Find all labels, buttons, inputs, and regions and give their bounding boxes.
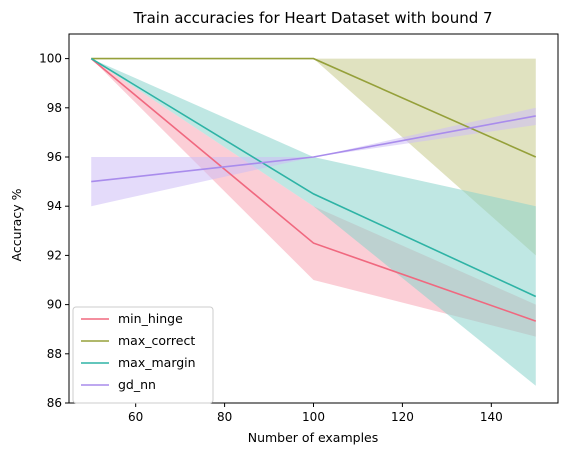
y-axis-label: Accuracy %	[9, 188, 24, 261]
chart-title: Train accuracies for Heart Dataset with …	[132, 9, 492, 27]
x-axis-ticks: 60 80 100 120 140	[128, 403, 503, 424]
x-tick-label: 140	[480, 410, 503, 424]
line-min_hinge	[90, 57, 537, 322]
legend-label-max_margin: max_margin	[118, 355, 196, 370]
y-tick-label: 88	[47, 347, 62, 361]
series-lines	[90, 57, 537, 322]
y-tick-label: 86	[47, 396, 62, 410]
y-tick-label: 90	[47, 298, 62, 312]
y-tick-label: 96	[47, 150, 62, 164]
x-tick-label: 60	[128, 410, 143, 424]
y-tick-label: 100	[39, 52, 62, 66]
legend-label-max_correct: max_correct	[118, 333, 195, 348]
legend: min_hinge max_correct max_margin gd_nn	[72, 306, 214, 404]
x-tick-label: 80	[217, 410, 232, 424]
x-tick-label: 100	[302, 410, 325, 424]
y-tick-label: 94	[47, 199, 62, 213]
legend-label-gd_nn: gd_nn	[118, 377, 156, 392]
y-tick-label: 92	[47, 248, 62, 262]
y-axis-ticks: 86 88 90 92 94 96 98 100	[39, 52, 69, 410]
line-max_correct	[91, 57, 537, 158]
y-tick-label: 98	[47, 101, 62, 115]
line-gd_nn	[91, 115, 536, 183]
legend-label-min_hinge: min_hinge	[118, 311, 183, 326]
x-axis-label: Number of examples	[248, 430, 379, 445]
legend-box	[72, 306, 214, 404]
band-max_margin	[91, 58, 536, 386]
line-max_margin	[90, 57, 537, 298]
x-tick-label: 120	[391, 410, 414, 424]
